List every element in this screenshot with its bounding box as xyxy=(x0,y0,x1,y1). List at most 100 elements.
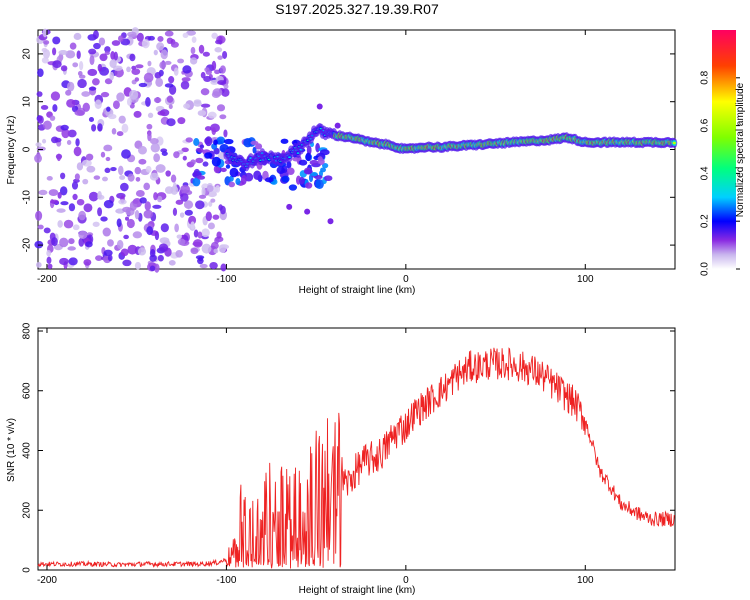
spectrogram-noise-blob xyxy=(223,129,228,138)
spectrogram-noise-blob xyxy=(88,191,99,202)
spectrogram-noise-blob xyxy=(110,166,117,172)
spectrogram-noise-blob xyxy=(77,71,83,77)
spectrogram-y-tick-label: 0 xyxy=(22,146,33,152)
spectrogram-noise-blob xyxy=(222,50,228,59)
spectrogram-noise-blob xyxy=(122,206,132,213)
spectrogram-scatter-blob xyxy=(193,138,200,146)
spectrogram-noise-blob xyxy=(75,138,80,147)
spectrogram-noise-blob xyxy=(42,120,52,130)
colorbar-tick-label: 0.6 xyxy=(700,118,711,132)
spectrogram-noise-blob xyxy=(131,68,141,75)
spectrogram-scatter-blob xyxy=(305,152,312,162)
colorbar-tick-label: 0.0 xyxy=(700,262,711,276)
colorbar-label: Normalized spectral amplitude xyxy=(735,82,746,217)
spectrogram-noise-blob xyxy=(126,218,135,229)
snr-x-tick-label: 0 xyxy=(403,575,409,586)
spectrogram-noise-blob xyxy=(207,222,215,230)
spectrogram-noise-blob xyxy=(190,159,196,165)
spectrogram-noise-blob xyxy=(180,184,191,194)
spectrogram-noise-blob xyxy=(143,182,151,191)
spectrogram-noise-blob xyxy=(164,30,174,37)
spectrogram-scatter-blob xyxy=(220,167,227,173)
spectrogram-noise-blob xyxy=(193,100,202,107)
spectrogram-noise-blob xyxy=(127,173,135,182)
spectrogram-noise-blob xyxy=(43,227,51,234)
spectrogram-scatter-blob xyxy=(213,139,218,146)
spectrogram-noise-blob xyxy=(118,115,126,124)
spectrogram-noise-blob xyxy=(180,80,190,90)
spectrogram-noise-blob xyxy=(201,243,212,254)
spectrogram-noise-blob xyxy=(172,207,178,217)
spectrogram-noise-blob xyxy=(198,194,207,199)
spectrogram-noise-blob xyxy=(98,37,106,46)
spectrogram-noise-blob xyxy=(76,162,84,171)
spectrogram-noise-blob xyxy=(43,40,50,45)
spectrogram-noise-blob xyxy=(181,77,191,82)
spectrogram-scatter-blob xyxy=(235,178,241,186)
spectrogram-noise-blob xyxy=(61,128,70,139)
spectrogram-noise-blob xyxy=(143,209,153,219)
spectrogram-noise-blob xyxy=(82,159,92,167)
spectrogram-scatter-blob xyxy=(253,170,262,181)
spectrogram-scatter-blob xyxy=(299,176,305,185)
spectrogram-noise-blob xyxy=(202,51,210,57)
spectrogram-noise-blob xyxy=(57,192,62,199)
spectrogram-x-tick-label: -200 xyxy=(37,274,57,285)
spectrogram-noise-blob xyxy=(214,237,220,244)
spectrogram-noise-blob xyxy=(41,47,48,53)
spectrogram-noise-blob xyxy=(193,239,203,248)
spectrogram-y-tick-label: -20 xyxy=(22,237,33,252)
colorbar-tick-label: 0.2 xyxy=(700,214,711,228)
spectrogram-noise-blob xyxy=(40,105,49,110)
spectrogram-noise-blob xyxy=(132,231,143,239)
spectrogram-noise-blob xyxy=(200,71,206,79)
spectrogram-noise-blob xyxy=(182,65,192,74)
snr-frame xyxy=(37,327,676,571)
spectrogram-noise-blob xyxy=(110,51,115,60)
spectrogram-scatter-blob xyxy=(319,149,330,156)
spectrogram-noise-blob xyxy=(35,262,42,268)
spectrogram-noise-blob xyxy=(183,103,190,109)
spectrogram-noise-blob xyxy=(119,175,126,180)
spectrogram-scatter-blob xyxy=(315,142,320,153)
spectrogram-noise-blob xyxy=(35,210,43,221)
spectrogram-scatter-blob xyxy=(199,144,205,149)
spectrogram-y-tick-label: 10 xyxy=(22,96,33,108)
spectrogram-noise-blob xyxy=(205,211,212,222)
spectrogram-noise-blob xyxy=(223,84,229,89)
spectrogram-noise-blob xyxy=(66,98,76,108)
spectrogram-scatter-blob xyxy=(252,146,257,154)
spectrogram-noise-blob xyxy=(46,249,52,257)
spectrogram-scatter-blob xyxy=(288,184,298,191)
spectrogram-noise-blob xyxy=(183,200,194,209)
spectrogram-noise-blob xyxy=(92,30,99,40)
spectrogram-noise-blob xyxy=(93,42,101,50)
spectrogram-noise-blob xyxy=(56,153,61,162)
snr-x-tick-label: -100 xyxy=(216,575,236,586)
spectrogram-noise-blob xyxy=(42,28,48,38)
snr-series-line xyxy=(37,347,675,569)
spectrogram-scatter-blob xyxy=(317,156,323,162)
spectrogram-noise-blob xyxy=(58,49,68,55)
spectrogram-noise-blob xyxy=(125,216,130,221)
spectrogram-noise-blob xyxy=(166,95,174,103)
spectrogram-noise-blob xyxy=(159,61,167,69)
spectrogram-x-label: Height of straight line (km) xyxy=(299,285,416,296)
spectrogram-noise-blob xyxy=(218,204,223,211)
spectrogram-noise-blob xyxy=(109,71,115,81)
snr-x-tick-label: 100 xyxy=(577,575,594,586)
spectrogram-noise-blob xyxy=(37,68,44,77)
snr-axes: -200 -100 0 100 0 200 400 600 800 xyxy=(22,322,675,586)
spectrogram-noise-blob xyxy=(155,164,166,173)
snr-y-tick-label: 400 xyxy=(22,442,33,459)
spectrogram-noise-blob xyxy=(214,69,221,75)
spectrogram-noise-blob xyxy=(180,192,189,202)
spectrogram-scatter-blob xyxy=(250,140,259,145)
spectrogram-noise-blob xyxy=(85,241,93,248)
spectrogram-noise-blob xyxy=(164,83,174,88)
spectrogram-noise-blob xyxy=(195,157,204,164)
spectrogram-scatter-blob xyxy=(320,167,326,173)
spectrogram-noise-blob xyxy=(133,110,142,118)
spectrogram-noise-blob xyxy=(186,30,197,36)
